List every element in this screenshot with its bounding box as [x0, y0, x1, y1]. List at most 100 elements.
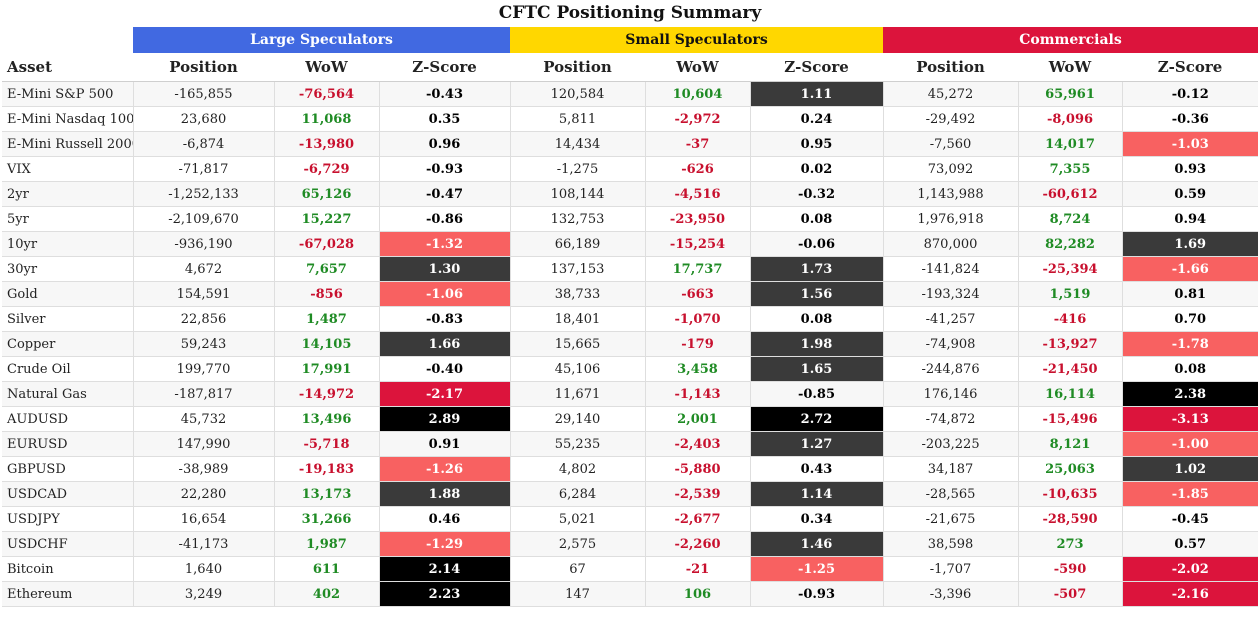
small-zscore-cell: 0.08 [749, 206, 884, 232]
commercials-wow-cell: 1,519 [1017, 281, 1123, 307]
small-position-cell: 66,189 [509, 231, 645, 257]
table-row: USDJPY 16,654 31,266 0.46 5,021 -2,677 0.34 -21… [2, 506, 1259, 532]
small-wow-cell: -1,070 [644, 306, 750, 332]
large-zscore-cell: 2.14 [378, 556, 510, 582]
small-zscore-cell: 1.46 [749, 531, 884, 557]
commercials-wow-cell: 14,017 [1017, 131, 1123, 157]
small-wow-cell: -1,143 [644, 381, 750, 407]
table-row: Copper 59,243 14,105 1.66 15,665 -179 1.98 -74,… [2, 331, 1259, 357]
large-position-cell: 16,654 [132, 506, 274, 532]
group-header-spacer [2, 27, 133, 53]
large-zscore-cell: -0.47 [378, 181, 510, 207]
column-header-large-zscore: Z-Score [379, 53, 510, 82]
large-position-cell: 1,640 [132, 556, 274, 582]
large-wow-cell: 611 [273, 556, 379, 582]
column-header-commercials-zscore: Z-Score [1122, 53, 1259, 82]
small-position-cell: 11,671 [509, 381, 645, 407]
small-zscore-cell: -0.06 [749, 231, 884, 257]
large-wow-cell: -856 [273, 281, 379, 307]
small-wow-cell: -37 [644, 131, 750, 157]
small-zscore-cell: 1.11 [749, 81, 884, 107]
small-position-cell: 6,284 [509, 481, 645, 507]
commercials-zscore-cell: 0.59 [1121, 181, 1259, 207]
asset-cell: AUDUSD [2, 406, 133, 432]
large-position-cell: -41,173 [132, 531, 274, 557]
large-zscore-cell: -1.32 [378, 231, 510, 257]
commercials-position-cell: -74,908 [882, 331, 1019, 357]
asset-cell: E-Mini S&P 500 [2, 81, 133, 107]
large-wow-cell: 7,657 [273, 256, 379, 282]
small-zscore-cell: 1.73 [749, 256, 884, 282]
small-wow-cell: -663 [644, 281, 750, 307]
large-position-cell: -71,817 [132, 156, 274, 182]
small-position-cell: 137,153 [509, 256, 645, 282]
small-zscore-cell: 1.56 [749, 281, 884, 307]
group-header-commercials: Commercials [883, 27, 1259, 53]
large-zscore-cell: -0.83 [378, 306, 510, 332]
small-zscore-cell: 0.02 [749, 156, 884, 182]
small-zscore-cell: -0.93 [749, 581, 884, 607]
group-header-small-speculators: Small Speculators [510, 27, 884, 53]
commercials-wow-cell: -28,590 [1017, 506, 1123, 532]
commercials-zscore-cell: -3.13 [1121, 406, 1259, 432]
large-wow-cell: -19,183 [273, 456, 379, 482]
commercials-position-cell: -244,876 [882, 356, 1019, 382]
commercials-position-cell: 870,000 [882, 231, 1019, 257]
large-position-cell: 4,672 [132, 256, 274, 282]
small-zscore-cell: 1.14 [749, 481, 884, 507]
commercials-wow-cell: 16,114 [1017, 381, 1123, 407]
commercials-wow-cell: 8,121 [1017, 431, 1123, 457]
asset-cell: GBPUSD [2, 456, 133, 482]
asset-cell: 2yr [2, 181, 133, 207]
commercials-position-cell: 45,272 [882, 81, 1019, 107]
table-row: Crude Oil 199,770 17,991 -0.40 45,106 3,458 1.… [2, 356, 1259, 382]
small-position-cell: 55,235 [509, 431, 645, 457]
small-wow-cell: 17,737 [644, 256, 750, 282]
table-row: 10yr -936,190 -67,028 -1.32 66,189 -15,254 -0.… [2, 231, 1259, 257]
small-position-cell: 67 [509, 556, 645, 582]
small-wow-cell: 10,604 [644, 81, 750, 107]
small-zscore-cell: 1.98 [749, 331, 884, 357]
commercials-zscore-cell: -2.02 [1121, 556, 1259, 582]
commercials-zscore-cell: -1.78 [1121, 331, 1259, 357]
commercials-position-cell: 1,976,918 [882, 206, 1019, 232]
column-header-small-position: Position [510, 53, 645, 82]
small-position-cell: 4,802 [509, 456, 645, 482]
commercials-zscore-cell: -1.85 [1121, 481, 1259, 507]
commercials-zscore-cell: -0.45 [1121, 506, 1259, 532]
asset-cell: 5yr [2, 206, 133, 232]
small-position-cell: 29,140 [509, 406, 645, 432]
small-wow-cell: 106 [644, 581, 750, 607]
large-zscore-cell: 2.23 [378, 581, 510, 607]
commercials-zscore-cell: -0.12 [1121, 81, 1259, 107]
table-row: E-Mini Nasdaq 100 23,680 11,068 0.35 5,811 -2… [2, 106, 1259, 132]
large-position-cell: -187,817 [132, 381, 274, 407]
large-position-cell: 199,770 [132, 356, 274, 382]
table-row: E-Mini S&P 500 -165,855 -76,564 -0.43 120,58… [2, 81, 1259, 107]
small-position-cell: 132,753 [509, 206, 645, 232]
commercials-zscore-cell: -1.66 [1121, 256, 1259, 282]
commercials-wow-cell: 7,355 [1017, 156, 1123, 182]
large-position-cell: 45,732 [132, 406, 274, 432]
table-body: E-Mini S&P 500 -165,855 -76,564 -0.43 120,58… [2, 81, 1259, 607]
asset-cell: USDJPY [2, 506, 133, 532]
commercials-position-cell: 34,187 [882, 456, 1019, 482]
large-wow-cell: 1,987 [273, 531, 379, 557]
large-position-cell: 147,990 [132, 431, 274, 457]
small-wow-cell: 3,458 [644, 356, 750, 382]
table-row: Bitcoin 1,640 611 2.14 67 -21 -1.25 -1,707 -590-… [2, 556, 1259, 582]
large-position-cell: 154,591 [132, 281, 274, 307]
asset-cell: Gold [2, 281, 133, 307]
large-zscore-cell: 1.30 [378, 256, 510, 282]
commercials-position-cell: -41,257 [882, 306, 1019, 332]
table-row: 5yr -2,109,670 15,227 -0.86 132,753 -23,950 0.… [2, 206, 1259, 232]
commercials-zscore-cell: 0.08 [1121, 356, 1259, 382]
small-zscore-cell: -0.32 [749, 181, 884, 207]
large-zscore-cell: 0.91 [378, 431, 510, 457]
commercials-position-cell: -3,396 [882, 581, 1019, 607]
commercials-position-cell: -7,560 [882, 131, 1019, 157]
small-position-cell: 147 [509, 581, 645, 607]
small-zscore-cell: -1.25 [749, 556, 884, 582]
commercials-position-cell: -74,872 [882, 406, 1019, 432]
large-wow-cell: 14,105 [273, 331, 379, 357]
